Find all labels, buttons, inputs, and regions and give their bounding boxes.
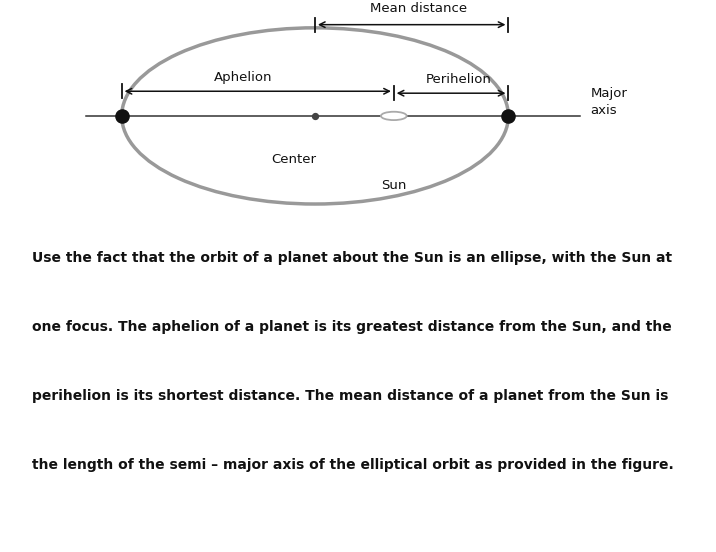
Point	[116, 112, 127, 120]
Text: Perihelion: Perihelion	[425, 73, 491, 86]
Text: perihelion is its shortest distance. The mean distance of a planet from the Sun : perihelion is its shortest distance. The…	[32, 389, 669, 403]
Text: Aphelion: Aphelion	[214, 71, 273, 84]
Text: Sun: Sun	[381, 179, 407, 192]
Text: Mean distance: Mean distance	[370, 2, 468, 15]
Text: Major
axis: Major axis	[591, 87, 628, 117]
Text: Center: Center	[271, 153, 316, 166]
Text: the length of the semi – major axis of the elliptical orbit as provided in the f: the length of the semi – major axis of t…	[32, 458, 674, 471]
Text: one focus. The aphelion of a planet is its greatest distance from the Sun, and t: one focus. The aphelion of a planet is i…	[32, 320, 672, 334]
Circle shape	[381, 112, 407, 120]
Text: Use the fact that the orbit of a planet about the Sun is an ellipse, with the Su: Use the fact that the orbit of a planet …	[32, 251, 672, 265]
Point	[309, 112, 321, 120]
Point	[503, 112, 514, 120]
